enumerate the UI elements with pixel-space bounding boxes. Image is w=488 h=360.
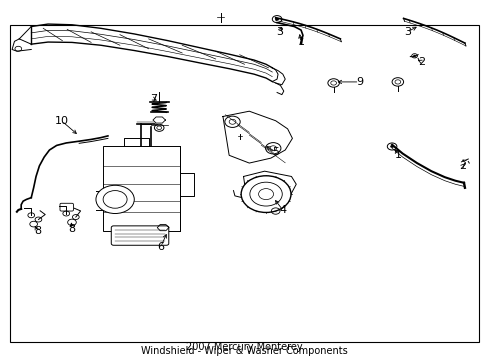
Text: 7: 7 (150, 94, 157, 104)
FancyBboxPatch shape (111, 226, 168, 245)
Text: 3: 3 (403, 27, 410, 37)
Polygon shape (157, 225, 168, 231)
Text: 9: 9 (355, 77, 362, 87)
FancyBboxPatch shape (103, 147, 180, 231)
Text: 3: 3 (275, 27, 283, 37)
Circle shape (96, 185, 134, 213)
Text: 2007 Mercury Monterey: 2007 Mercury Monterey (186, 342, 302, 351)
Text: 2: 2 (458, 161, 465, 171)
Circle shape (275, 18, 279, 21)
Text: 1: 1 (297, 37, 304, 48)
Circle shape (412, 55, 415, 57)
Text: 4: 4 (279, 205, 286, 215)
Text: 6: 6 (157, 242, 164, 252)
Circle shape (241, 176, 290, 212)
Circle shape (389, 145, 393, 148)
Text: 5: 5 (272, 147, 279, 157)
Text: 2: 2 (417, 57, 425, 67)
Polygon shape (243, 171, 296, 200)
Text: 1: 1 (393, 150, 401, 160)
Text: 8: 8 (34, 226, 41, 236)
Text: Windshield - Wiper & Washer Components: Windshield - Wiper & Washer Components (141, 346, 347, 356)
Text: 10: 10 (54, 116, 68, 126)
Polygon shape (153, 117, 165, 123)
Text: 8: 8 (68, 224, 75, 234)
